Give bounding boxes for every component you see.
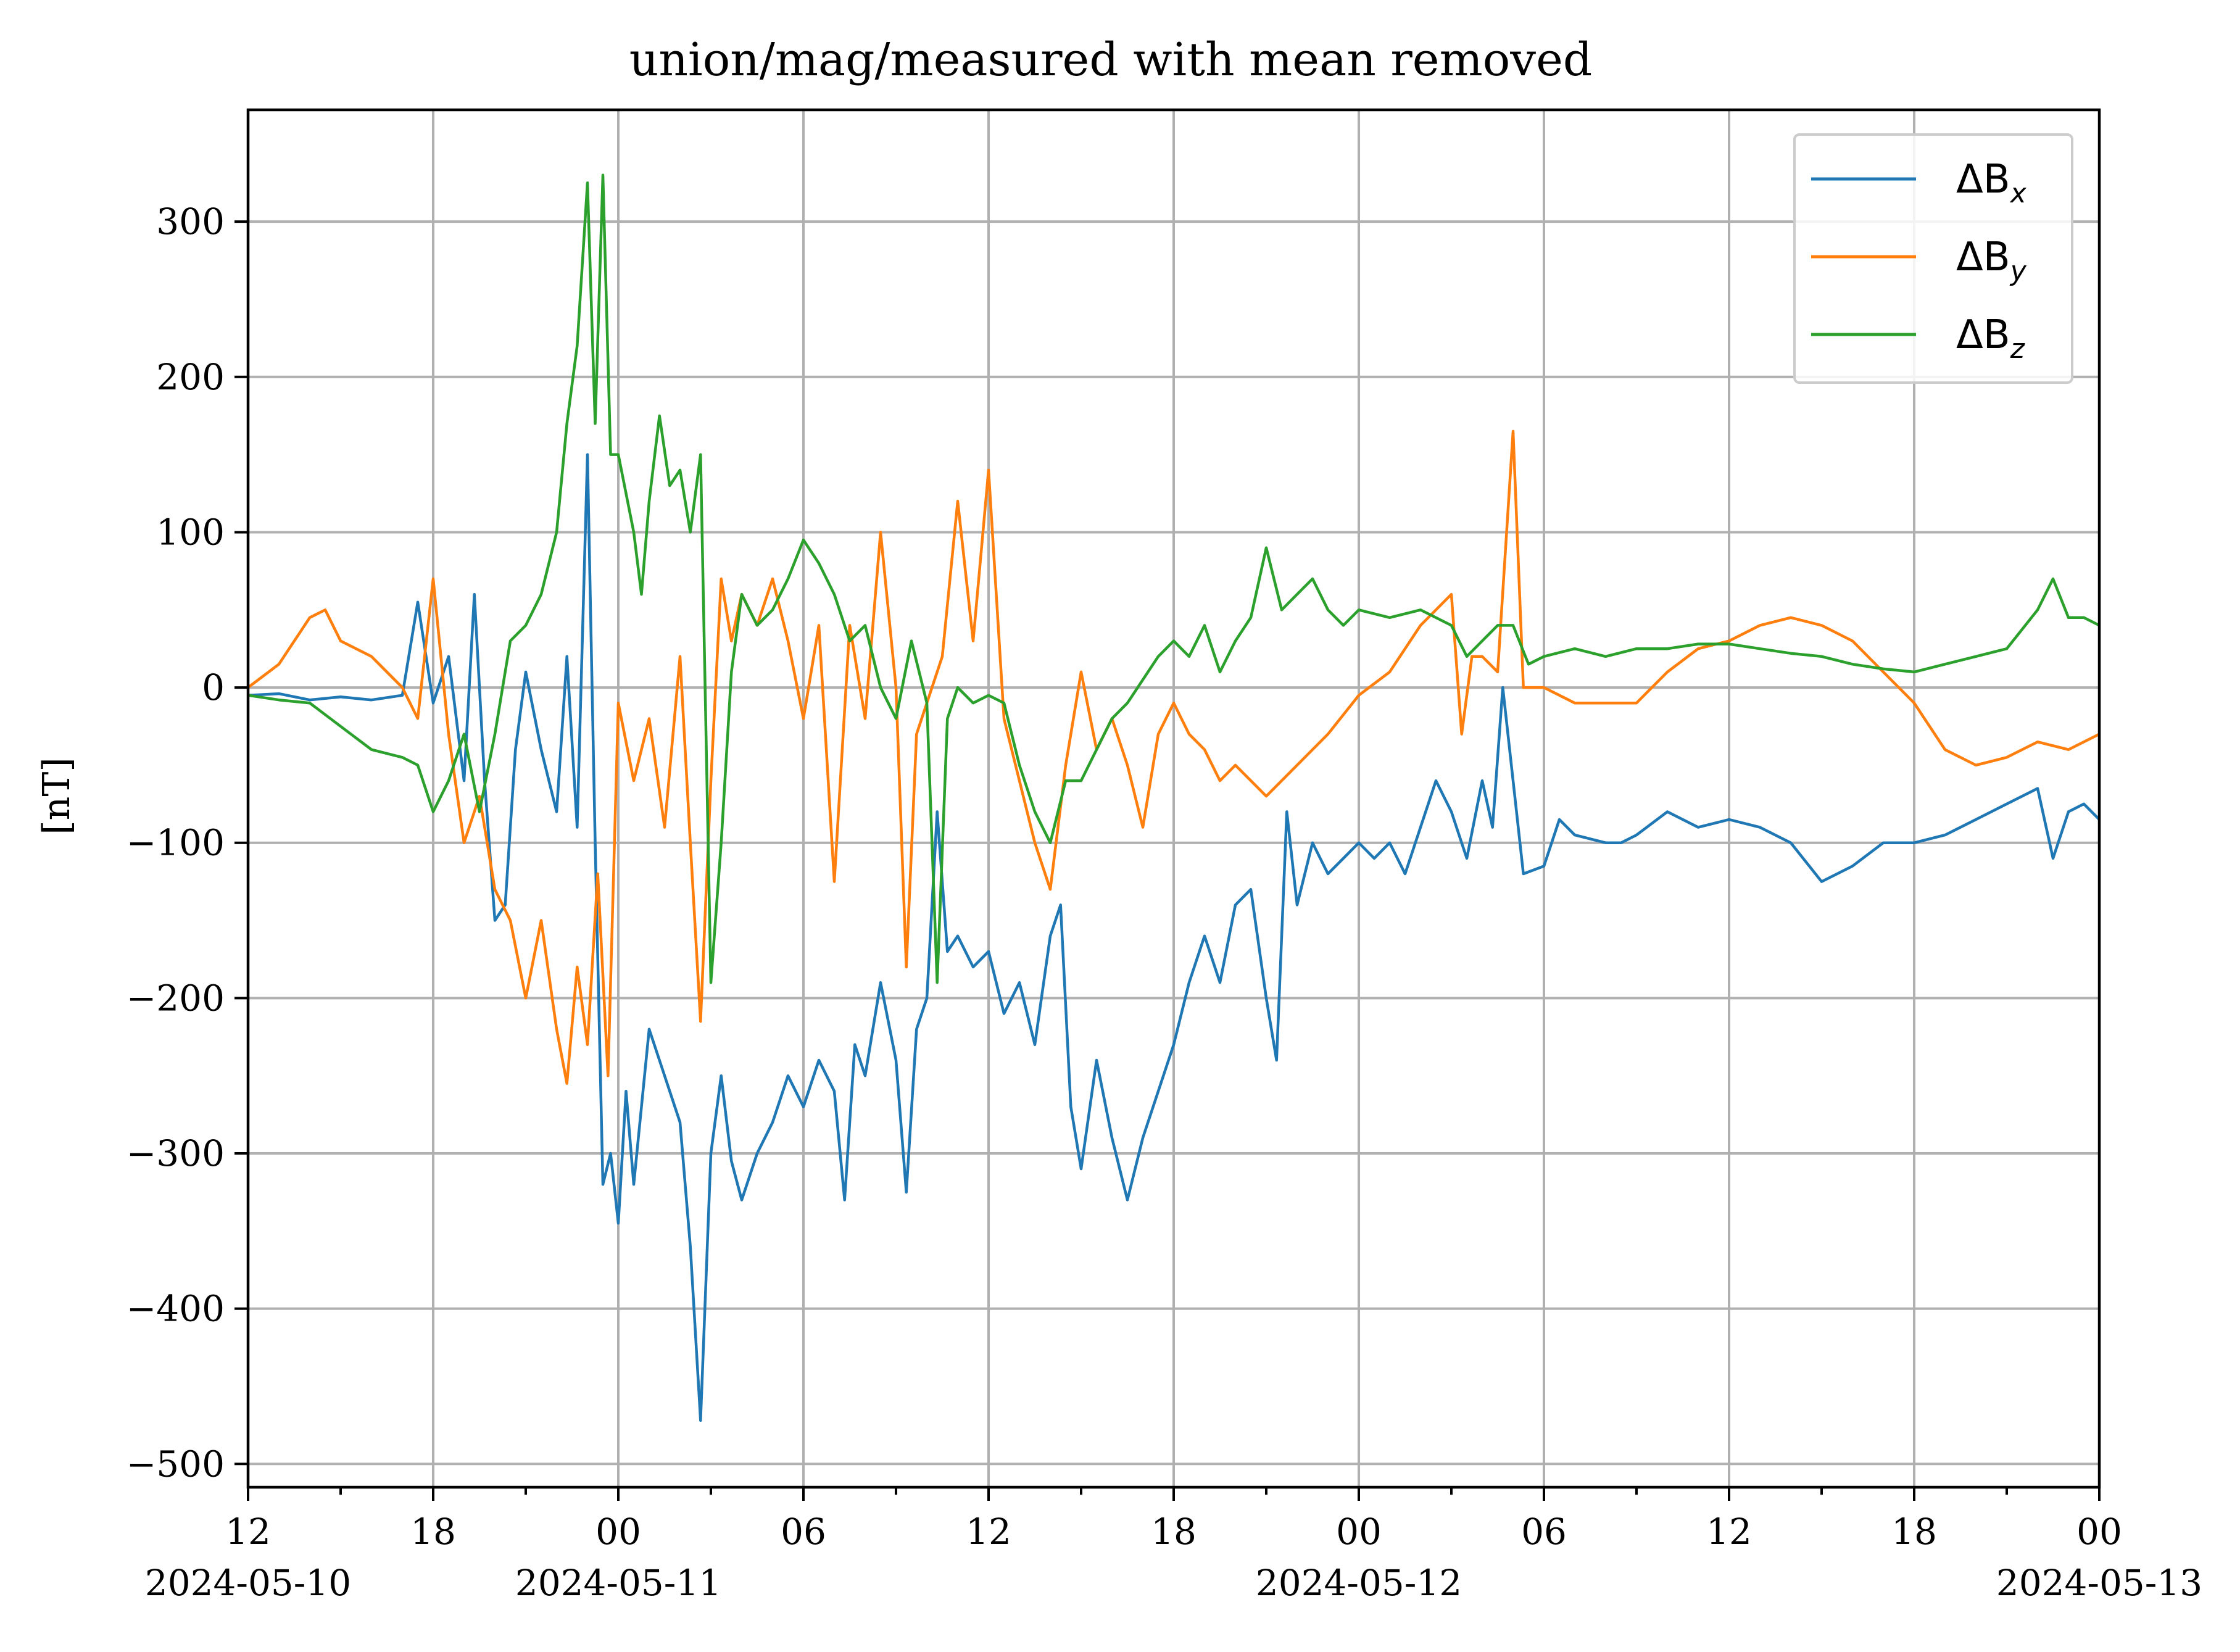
x-tick-label: 12 [1706, 1511, 1752, 1553]
x-tick-label: 12 [966, 1511, 1011, 1553]
legend-label-x: ΔBx [1956, 157, 2027, 209]
series-line-x [247, 453, 2101, 1422]
x-tick-label: 18 [410, 1511, 456, 1553]
y-tick-label: 0 [202, 666, 225, 708]
y-tick-label: 200 [156, 356, 225, 398]
x-date-label: 2024-05-13 [1996, 1562, 2202, 1604]
x-date-label: 2024-05-12 [1256, 1562, 1462, 1604]
chart-title: union/mag/measured with mean removed [629, 33, 1593, 86]
y-tick-label: −200 [127, 977, 225, 1019]
series-line-z [247, 173, 2101, 984]
legend-label-z: ΔBz [1956, 312, 2025, 365]
plot-area [247, 173, 2101, 1422]
axis-ticks: 12 2024-05-10 18 00 2024-05-11 06 12 18 00 2024-0… [127, 201, 2203, 1604]
y-tick-label: −100 [127, 822, 225, 864]
y-tick-label: −400 [127, 1288, 225, 1330]
legend-label-y: ΔBy [1956, 235, 2027, 287]
legend-label-subscript: y [2009, 255, 2027, 287]
y-tick-label: −500 [127, 1443, 225, 1485]
x-tick-label: 06 [781, 1511, 826, 1553]
y-axis-label: [nT] [35, 757, 78, 834]
x-tick-label: 18 [1891, 1511, 1937, 1553]
x-tick-label: 00 [2076, 1511, 2122, 1553]
x-date-label: 2024-05-11 [515, 1562, 721, 1604]
legend-box [1793, 133, 2073, 384]
legend-label-name: ΔB [1956, 312, 2010, 358]
series-line-y [247, 430, 2101, 1085]
x-tick-label: 12 [225, 1511, 271, 1553]
x-tick-label: 00 [595, 1511, 641, 1553]
x-date-label: 2024-05-10 [145, 1562, 351, 1604]
legend-label-name: ΔB [1956, 157, 2010, 202]
legend-label-name: ΔB [1956, 235, 2010, 280]
x-tick-label: 00 [1336, 1511, 1382, 1553]
x-tick-label: 18 [1151, 1511, 1197, 1553]
y-tick-label: −300 [127, 1132, 225, 1174]
y-tick-label: 100 [156, 511, 225, 553]
legend-label-subscript: z [2010, 333, 2025, 365]
legend-label-subscript: x [2009, 178, 2027, 209]
y-tick-label: 300 [156, 201, 225, 243]
x-tick-label: 06 [1521, 1511, 1567, 1553]
